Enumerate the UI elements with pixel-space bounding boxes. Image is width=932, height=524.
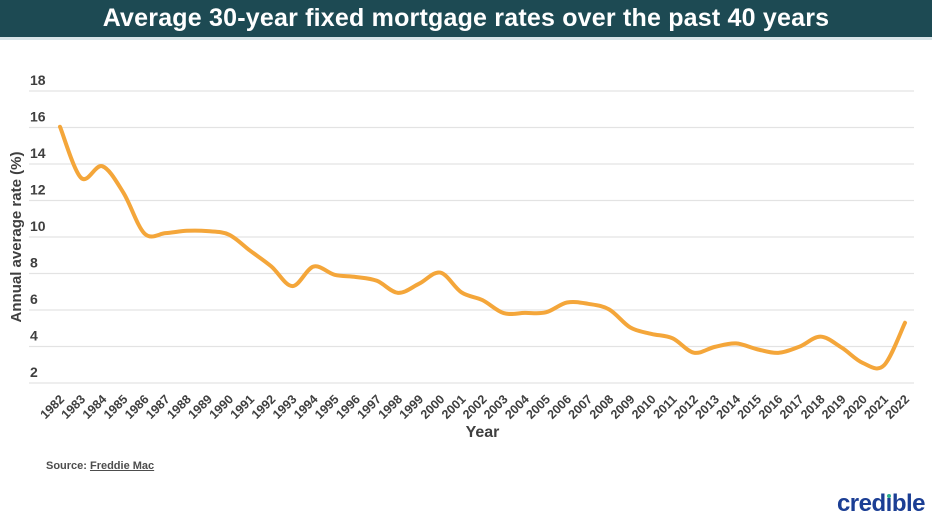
y-tick-label: 10 bbox=[30, 218, 46, 234]
y-tick-label: 16 bbox=[30, 109, 46, 125]
title-banner: Average 30-year fixed mortgage rates ove… bbox=[0, 0, 932, 40]
y-tick-label: 2 bbox=[30, 364, 38, 380]
logo-i-dot bbox=[886, 493, 892, 498]
logo-letter-i: ı bbox=[885, 490, 893, 517]
logo-text-after-i: ble bbox=[891, 490, 926, 517]
y-tick-label: 4 bbox=[30, 328, 38, 344]
y-tick-label: 12 bbox=[30, 182, 46, 198]
rate-line-series bbox=[58, 124, 907, 371]
y-tick-label: 18 bbox=[30, 72, 46, 88]
x-tick-label: 2022 bbox=[883, 392, 913, 422]
source-label: Source: bbox=[46, 460, 87, 472]
source-attribution: Source: Freddie Mac bbox=[46, 460, 154, 472]
chart-title: Average 30-year fixed mortgage rates ove… bbox=[102, 4, 830, 32]
source-link[interactable]: Freddie Mac bbox=[89, 460, 155, 472]
y-axis-title: Annual average rate (%) bbox=[8, 151, 25, 323]
credible-logo: credı ble bbox=[836, 490, 926, 517]
x-axis-title: Year bbox=[465, 424, 500, 441]
y-tick-label: 14 bbox=[30, 145, 46, 161]
logo-text-before-i: cred bbox=[836, 490, 886, 517]
y-tick-label: 6 bbox=[30, 291, 38, 307]
y-tick-label: 8 bbox=[30, 255, 38, 271]
